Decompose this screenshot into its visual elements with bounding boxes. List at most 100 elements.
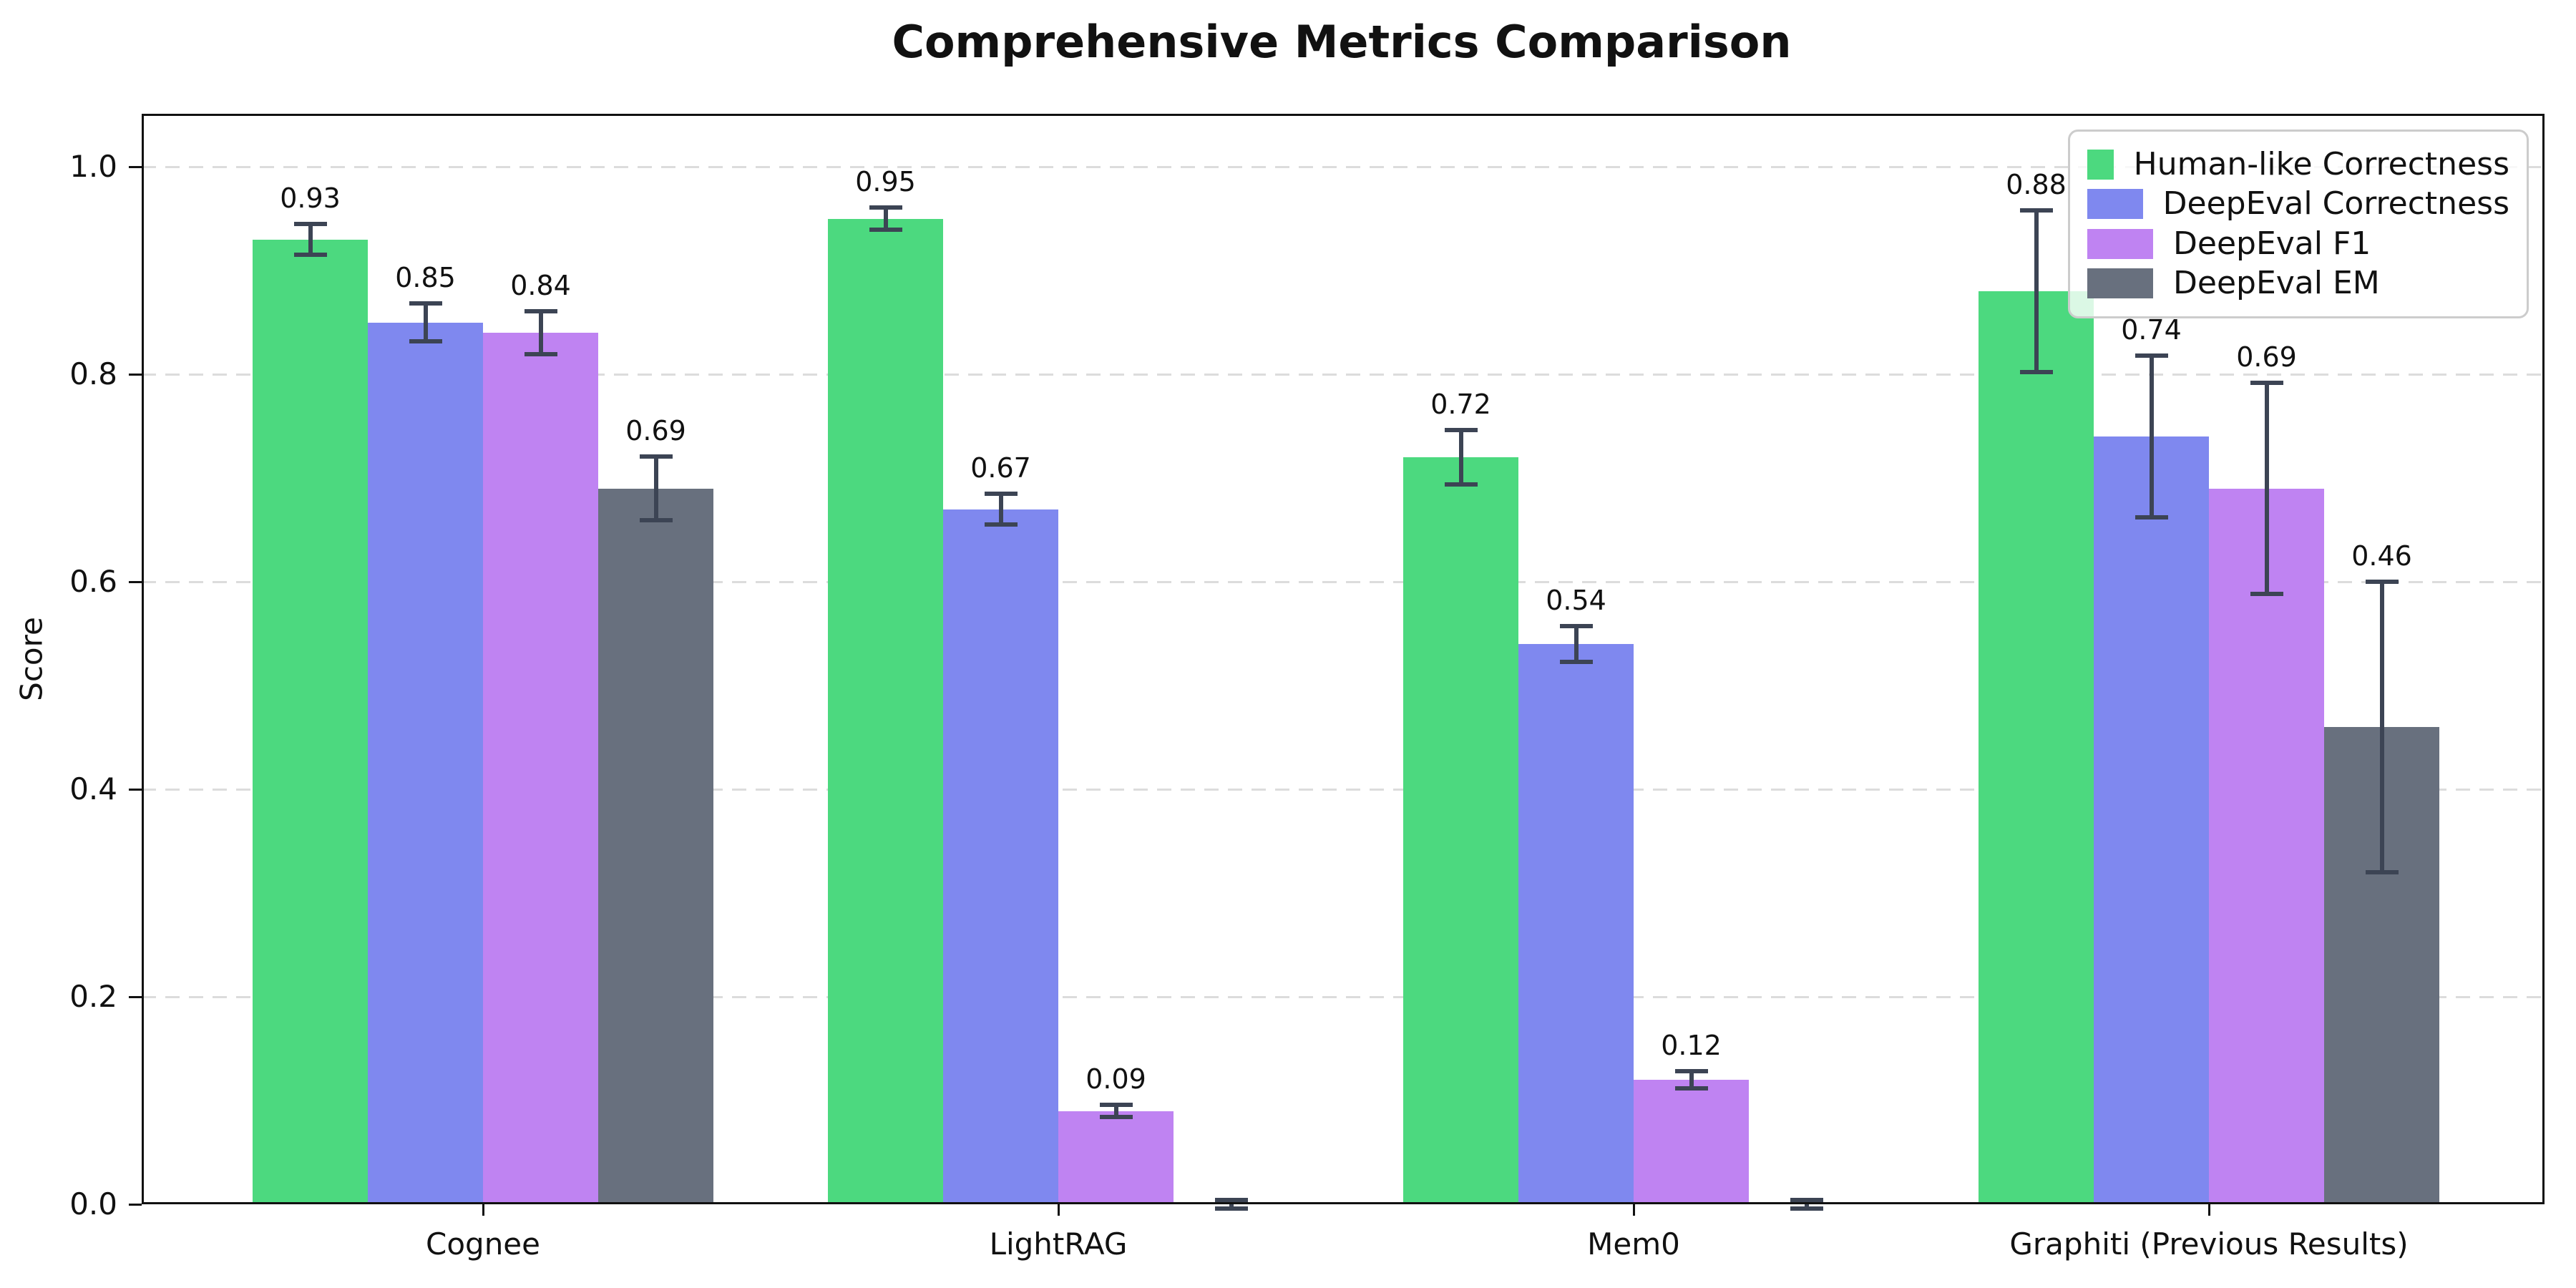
error-bar-graphiti-previous-results-deepeval-em: [2365, 580, 2399, 874]
error-bar-lightrag-human-like-correctness: [869, 205, 902, 233]
error-line: [538, 311, 543, 355]
value-label-mem0-deepeval-f1: 0.12: [1661, 1030, 1722, 1062]
axis-spine-top: [142, 114, 2545, 116]
x-tick: [482, 1204, 484, 1216]
error-line: [2034, 210, 2039, 373]
error-cap-bottom: [639, 518, 673, 523]
bar-lightrag-deepeval-f1: [1058, 1111, 1174, 1204]
error-cap-bottom: [1674, 1085, 1708, 1091]
value-label-graphiti-previous-results-human-like-correctness: 0.88: [2006, 169, 2067, 201]
value-label-cognee-deepeval-em: 0.69: [625, 414, 686, 447]
value-label-mem0-deepeval-correctness: 0.54: [1546, 585, 1606, 617]
x-tick-label-lightrag: LightRAG: [989, 1226, 1128, 1262]
error-line: [998, 493, 1003, 525]
error-bar-mem0-human-like-correctness: [1444, 428, 1478, 487]
error-cap-bottom: [1099, 1115, 1133, 1120]
chart-title: Comprehensive Metrics Comparison: [892, 16, 1792, 68]
legend-swatch-deepeval-correctness: [2087, 189, 2143, 220]
y-tick-label: 0.6: [69, 564, 117, 599]
error-cap-bottom: [409, 338, 442, 343]
y-tick: [129, 1203, 142, 1206]
axis-spine-left: [142, 114, 144, 1204]
error-cap-bottom: [2019, 370, 2053, 375]
bar-cognee-deepeval-correctness: [368, 322, 483, 1204]
value-label-lightrag-deepeval-f1: 0.09: [1085, 1063, 1146, 1095]
legend-swatch-deepeval-f1: [2087, 228, 2153, 259]
bar-cognee-human-like-correctness: [253, 239, 368, 1204]
y-tick: [129, 373, 142, 376]
error-cap-bottom: [869, 228, 902, 233]
y-tick: [129, 580, 142, 583]
legend: Human-like Correctness DeepEval Correctn…: [2068, 130, 2529, 318]
error-cap-bottom: [2135, 515, 2168, 520]
error-line: [423, 303, 428, 341]
error-line: [883, 207, 888, 230]
axis-spine-right: [2542, 114, 2545, 1204]
error-bar-graphiti-previous-results-deepeval-f1: [2250, 380, 2283, 597]
y-tick: [129, 995, 142, 998]
error-cap-bottom: [1214, 1206, 1248, 1211]
bar-mem0-deepeval-f1: [1634, 1080, 1749, 1204]
y-tick-label: 0.8: [69, 356, 117, 391]
bar-mem0-deepeval-correctness: [1518, 644, 1634, 1204]
error-line: [1574, 626, 1579, 662]
value-label-mem0-human-like-correctness: 0.72: [1430, 389, 1491, 421]
error-line: [653, 456, 658, 521]
bar-graphiti-previous-results-deepeval-correctness: [2094, 436, 2209, 1204]
error-bar-cognee-deepeval-em: [639, 454, 673, 523]
error-bar-lightrag-deepeval-f1: [1099, 1102, 1133, 1120]
gridline: [142, 580, 2542, 583]
plot-area: 0.93 0.95 0.72 0.88 0.85 0.67 0.54 0.74 0.84 0.09…: [142, 114, 2542, 1211]
error-cap-bottom: [1559, 659, 1593, 664]
x-tick-label-cognee: Cognee: [426, 1226, 540, 1262]
value-label-graphiti-previous-results-deepeval-correctness: 0.74: [2121, 314, 2182, 346]
gridline: [142, 165, 2542, 168]
value-label-lightrag-human-like-correctness: 0.95: [855, 165, 916, 197]
error-bar-mem0-deepeval-correctness: [1559, 624, 1593, 664]
error-line: [2264, 382, 2269, 595]
y-tick-label: 0.0: [69, 1186, 117, 1221]
x-tick: [2207, 1204, 2210, 1216]
error-cap-bottom: [2365, 870, 2399, 874]
bar-graphiti-previous-results-human-like-correctness: [1979, 291, 2094, 1204]
error-line: [2149, 355, 2154, 518]
legend-entry: DeepEval Correctness: [2087, 188, 2509, 220]
bar-graphiti-previous-results-deepeval-f1: [2209, 488, 2324, 1204]
y-tick-label: 1.0: [69, 149, 117, 184]
error-bar-cognee-deepeval-f1: [524, 308, 557, 357]
legend-swatch-human-like-correctness: [2087, 149, 2114, 180]
x-tick-label-graphiti-previous-results: Graphiti (Previous Results): [2009, 1226, 2409, 1262]
legend-entry: DeepEval EM: [2087, 268, 2509, 299]
gridline: [142, 995, 2542, 998]
x-tick: [1057, 1204, 1060, 1216]
error-bar-lightrag-deepeval-correctness: [984, 491, 1018, 527]
error-bar-cognee-deepeval-correctness: [409, 301, 442, 343]
error-line: [1113, 1104, 1118, 1118]
legend-label: DeepEval EM: [2173, 265, 2380, 302]
y-tick: [129, 165, 142, 168]
error-bar-graphiti-previous-results-deepeval-correctness: [2135, 353, 2168, 520]
gridline: [142, 373, 2542, 376]
error-cap-bottom: [524, 352, 557, 357]
axis-spine-bottom: [142, 1202, 2545, 1204]
legend-entry: Human-like Correctness: [2087, 148, 2509, 180]
value-label-graphiti-previous-results-deepeval-em: 0.46: [2351, 540, 2412, 572]
legend-swatch-deepeval-em: [2087, 268, 2153, 299]
value-label-lightrag-deepeval-correctness: 0.67: [970, 452, 1031, 484]
gridline: [142, 788, 2542, 791]
error-line: [2379, 582, 2384, 872]
bar-cognee-deepeval-f1: [483, 333, 598, 1204]
legend-label: DeepEval Correctness: [2162, 185, 2509, 223]
bar-lightrag-deepeval-correctness: [943, 509, 1058, 1204]
error-line: [1458, 430, 1463, 484]
bar-cognee-deepeval-em: [598, 488, 713, 1204]
error-cap-bottom: [293, 253, 327, 258]
error-line: [308, 223, 313, 255]
legend-label: DeepEval F1: [2173, 225, 2371, 262]
error-cap-bottom: [1790, 1206, 1823, 1211]
x-tick-label-mem0: Mem0: [1587, 1226, 1680, 1262]
value-label-cognee-human-like-correctness: 0.93: [280, 182, 341, 214]
x-tick: [1632, 1204, 1635, 1216]
value-label-graphiti-previous-results-deepeval-f1: 0.69: [2236, 341, 2297, 373]
value-label-cognee-deepeval-correctness: 0.85: [395, 262, 456, 294]
